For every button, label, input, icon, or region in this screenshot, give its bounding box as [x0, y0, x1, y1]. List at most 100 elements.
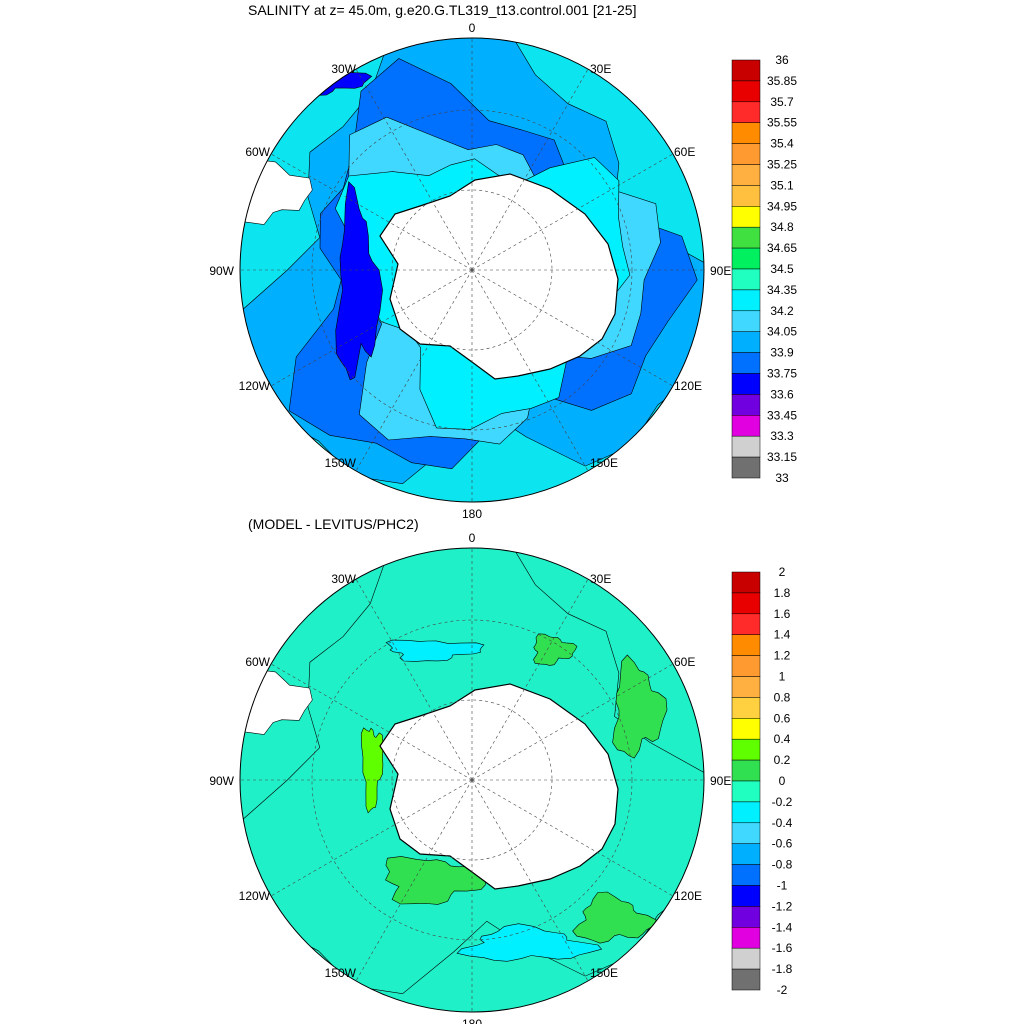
- colorbar-swatch: [731, 247, 761, 270]
- salinity-map-title: SALINITY at z= 45.0m, g.e20.G.TL319_t13.…: [248, 2, 637, 18]
- colorbar-tick-label: 1: [779, 670, 786, 684]
- colorbar-tick-label: 35.25: [767, 158, 797, 172]
- meridian-line: [355, 269, 473, 472]
- colorbar-swatch: [731, 268, 761, 291]
- salinity-region: [612, 654, 668, 759]
- colorbar-tick-label: -1.6: [772, 941, 793, 955]
- colorbar-tick-label: 33.75: [767, 367, 797, 381]
- colorbar-tick-label: 35.1: [770, 178, 794, 192]
- salinity-region: [533, 633, 578, 666]
- colorbar-swatch: [731, 968, 761, 991]
- colorbar-tick-label: -1.4: [772, 920, 793, 934]
- map-boundary: [239, 547, 705, 1013]
- colorbar-swatch: [731, 164, 761, 186]
- longitude-label: 180: [462, 1017, 482, 1024]
- colorbar-tick-label: -1: [777, 879, 788, 893]
- colorbar-swatch: [731, 226, 761, 249]
- longitude-label: 60W: [245, 655, 270, 669]
- map-boundary: [239, 37, 705, 503]
- colorbar-tick-label: 34.35: [767, 283, 797, 297]
- colorbar-tick-label: 34.95: [767, 199, 797, 213]
- meridian-line: [471, 269, 589, 472]
- salinity-region: [456, 923, 603, 962]
- ocean-field: [240, 38, 704, 502]
- colorbar-tick-label: -0.8: [772, 858, 793, 872]
- colorbar-swatch: [731, 352, 761, 374]
- colorbar-tick-label: 35.85: [767, 74, 797, 88]
- colorbar-swatch: [731, 185, 761, 207]
- meridian-line: [270, 779, 473, 897]
- antarctica-land: [379, 683, 619, 890]
- colorbar-tick-label: -2: [777, 983, 788, 997]
- colorbar-swatch: [731, 780, 761, 803]
- colorbar-swatch: [731, 927, 761, 949]
- colorbar-swatch: [731, 331, 761, 353]
- longitude-label: 30E: [590, 62, 611, 76]
- colorbar-tick-label: 34.2: [770, 304, 794, 318]
- longitude-label: 0: [469, 21, 476, 35]
- longitude-label: 90E: [710, 774, 731, 788]
- meridian-line: [355, 68, 473, 271]
- colorbar-tick-label: 35.55: [767, 116, 797, 130]
- colorbar-tick-label: -0.4: [772, 816, 793, 830]
- salinity-region: [572, 891, 657, 944]
- colorbar-tick-label: 1.2: [774, 649, 791, 663]
- colorbar-tick-label: 33.9: [770, 346, 794, 360]
- meridian-line: [471, 68, 589, 271]
- longitude-label: 0: [469, 531, 476, 545]
- meridian-line: [471, 663, 674, 781]
- longitude-label: 120W: [239, 379, 271, 393]
- latitude-circle: [311, 109, 633, 431]
- colorbar-swatch: [731, 206, 761, 228]
- colorbar-swatch: [731, 885, 761, 907]
- colorbar-tick-label: 35.4: [770, 137, 794, 151]
- latitude-circle: [311, 619, 633, 941]
- colorbar-swatch: [731, 435, 761, 458]
- colorbar-tick-label: 33.6: [770, 387, 794, 401]
- colorbar-tick-label: 33: [775, 471, 789, 485]
- colorbar-tick-label: 0.2: [774, 753, 791, 767]
- meridian-line: [270, 153, 473, 271]
- colorbar-swatch: [731, 143, 761, 165]
- longitude-label: 180: [462, 507, 482, 521]
- colorbar-tick-label: 35.7: [770, 95, 794, 109]
- colorbar-swatch: [731, 310, 761, 332]
- colorbar-swatch: [731, 864, 761, 886]
- colorbar-swatch: [731, 80, 761, 103]
- colorbar-tick-label: 34.65: [767, 241, 797, 255]
- difference-map-panel: (MODEL - LEVITUS/PHC2) 0 180 90E 90W 30E 60E 1…: [0, 512, 1024, 1024]
- colorbar-tick-label: 2: [779, 565, 786, 579]
- colorbar-swatch: [731, 571, 761, 594]
- difference-map-title: (MODEL - LEVITUS/PHC2): [248, 516, 419, 532]
- colorbar-swatch: [731, 947, 761, 970]
- colorbar-swatch: [731, 697, 761, 719]
- colorbar-tick-label: 1.4: [774, 628, 791, 642]
- colorbar-tick-label: 0: [779, 774, 786, 788]
- colorbar-swatch: [731, 655, 761, 677]
- graticule: [240, 38, 704, 502]
- colorbar-swatch: [731, 613, 761, 635]
- longitude-label: 120E: [674, 379, 702, 393]
- colorbar-tick-label: -0.6: [772, 837, 793, 851]
- colorbar-swatch: [731, 373, 761, 395]
- longitude-label: 60E: [674, 145, 695, 159]
- colorbar-swatch: [731, 59, 761, 82]
- salinity-map: 0 180 90E 90W 30E 60E 120E 150E 30W 60W 120W 150W 36…: [209, 21, 797, 521]
- colorbar-swatch: [731, 801, 761, 824]
- longitude-label: 90W: [209, 774, 234, 788]
- colorbar-swatch: [731, 906, 761, 928]
- colorbar-swatch: [731, 101, 761, 123]
- longitude-label: 90W: [209, 264, 234, 278]
- meridian-line: [471, 269, 674, 387]
- colorbar-tick-label: 33.3: [770, 429, 794, 443]
- meridian-line: [270, 663, 473, 781]
- meridian-line: [471, 779, 674, 897]
- salinity-region: [335, 181, 383, 381]
- salinity-region: [385, 639, 485, 662]
- longitude-label: 60W: [245, 145, 270, 159]
- longitude-label: 60E: [674, 655, 695, 669]
- longitude-label: 150E: [590, 966, 618, 980]
- colorbar-tick-label: -0.2: [772, 795, 793, 809]
- salinity-region: [385, 856, 491, 905]
- longitude-label: 120W: [239, 889, 271, 903]
